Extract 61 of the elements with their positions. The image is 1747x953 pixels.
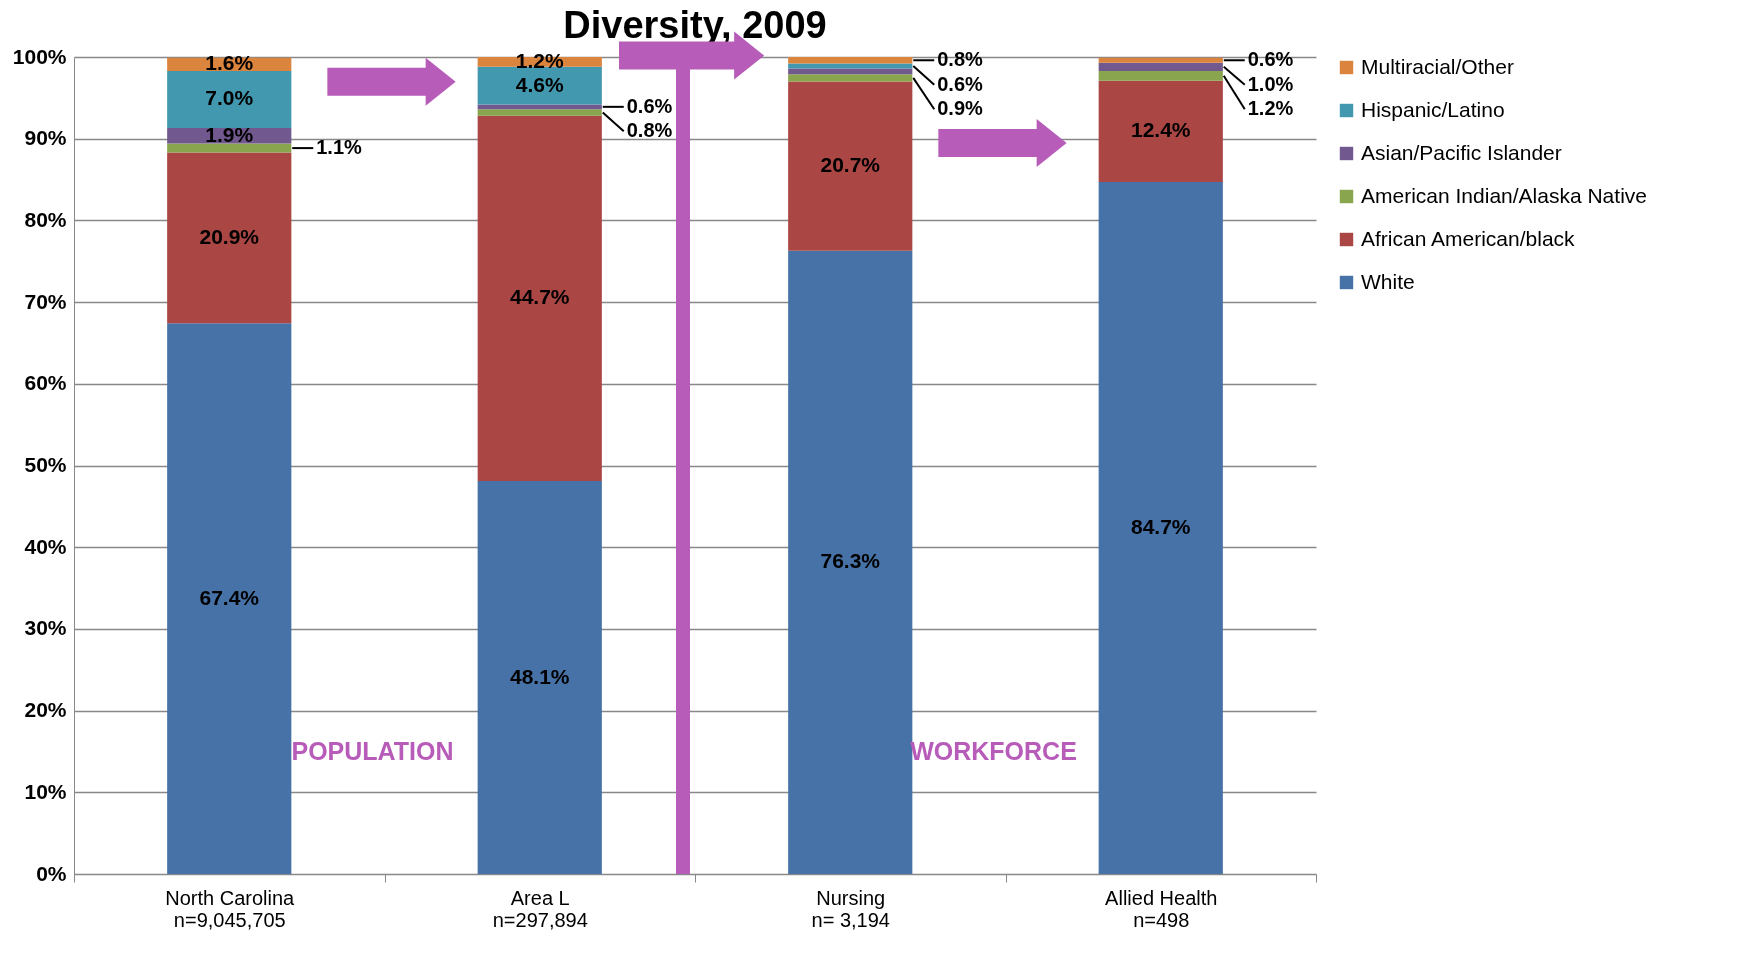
data-label: 48.1%	[509, 664, 570, 688]
legend-label: Multiracial/Other	[1361, 54, 1514, 78]
legend-label: American Indian/Alaska Native	[1361, 183, 1647, 207]
bar	[477, 104, 602, 110]
data-label: 0.8%	[626, 119, 673, 142]
data-label: 20.7%	[820, 153, 881, 177]
y-tick-label: 80%	[24, 207, 67, 231]
data-label: 0.8%	[937, 48, 984, 71]
data-label: 76.3%	[820, 549, 881, 573]
y-tick-label: 20%	[24, 698, 67, 722]
legend-label: White	[1361, 269, 1415, 293]
data-label: 12.4%	[1130, 118, 1191, 142]
y-tick-label: 50%	[24, 453, 67, 476]
x-tick-label: Nursing n= 3,194	[811, 886, 890, 931]
bar	[477, 109, 602, 116]
y-tick-label: 0%	[36, 861, 67, 885]
data-label: 1.6%	[205, 51, 254, 75]
data-label: 4.6%	[515, 72, 565, 96]
bar	[788, 74, 913, 82]
y-tick-label: 40%	[24, 534, 67, 558]
legend-label: Hispanic/Latino	[1361, 97, 1505, 121]
bar	[1098, 80, 1223, 182]
data-label: 44.7%	[509, 285, 570, 309]
x-tick-label: Allied Health n=498	[1105, 886, 1218, 931]
bar	[477, 115, 602, 482]
data-label: 0.6%	[626, 94, 673, 117]
bar	[167, 70, 292, 129]
data-label: 0.9%	[937, 97, 984, 120]
y-tick-label: 100%	[12, 44, 67, 68]
data-label: 84.7%	[1130, 515, 1191, 538]
data-label: 1.1%	[316, 136, 363, 159]
data-label: 1.0%	[1247, 72, 1294, 95]
bar	[1098, 62, 1223, 71]
annotation: POPULATION	[291, 736, 454, 765]
bar	[167, 323, 292, 874]
bar	[788, 68, 913, 75]
y-tick-label: 60%	[24, 371, 67, 395]
bar	[167, 152, 292, 324]
y-tick-label: 70%	[24, 289, 67, 313]
bar	[1098, 70, 1223, 81]
y-tick-label: 30%	[24, 616, 67, 640]
y-tick-label: 90%	[24, 126, 67, 150]
bar	[788, 81, 913, 251]
legend-label: African American/black	[1361, 226, 1576, 250]
legend-label: Asian/Pacific Islander	[1361, 140, 1562, 164]
x-tick-label: North Carolina n=9,045,705	[165, 886, 296, 931]
data-label: 7.0%	[205, 86, 254, 110]
bar	[477, 481, 602, 874]
x-tick-label: Area L n=297,894	[492, 886, 588, 931]
chart-title: Diversity, 2009	[563, 4, 827, 46]
bar	[1098, 182, 1223, 874]
data-label: 1.9%	[205, 122, 254, 146]
data-label: 0.6%	[937, 72, 984, 95]
bar	[788, 57, 913, 64]
bar	[167, 143, 292, 153]
data-label: 0.6%	[1247, 48, 1294, 71]
data-label: 67.4%	[199, 585, 260, 609]
data-label: 20.9%	[199, 224, 260, 248]
y-tick-label: 10%	[24, 779, 67, 803]
data-label: 1.2%	[1247, 97, 1294, 120]
bar	[1098, 57, 1223, 63]
